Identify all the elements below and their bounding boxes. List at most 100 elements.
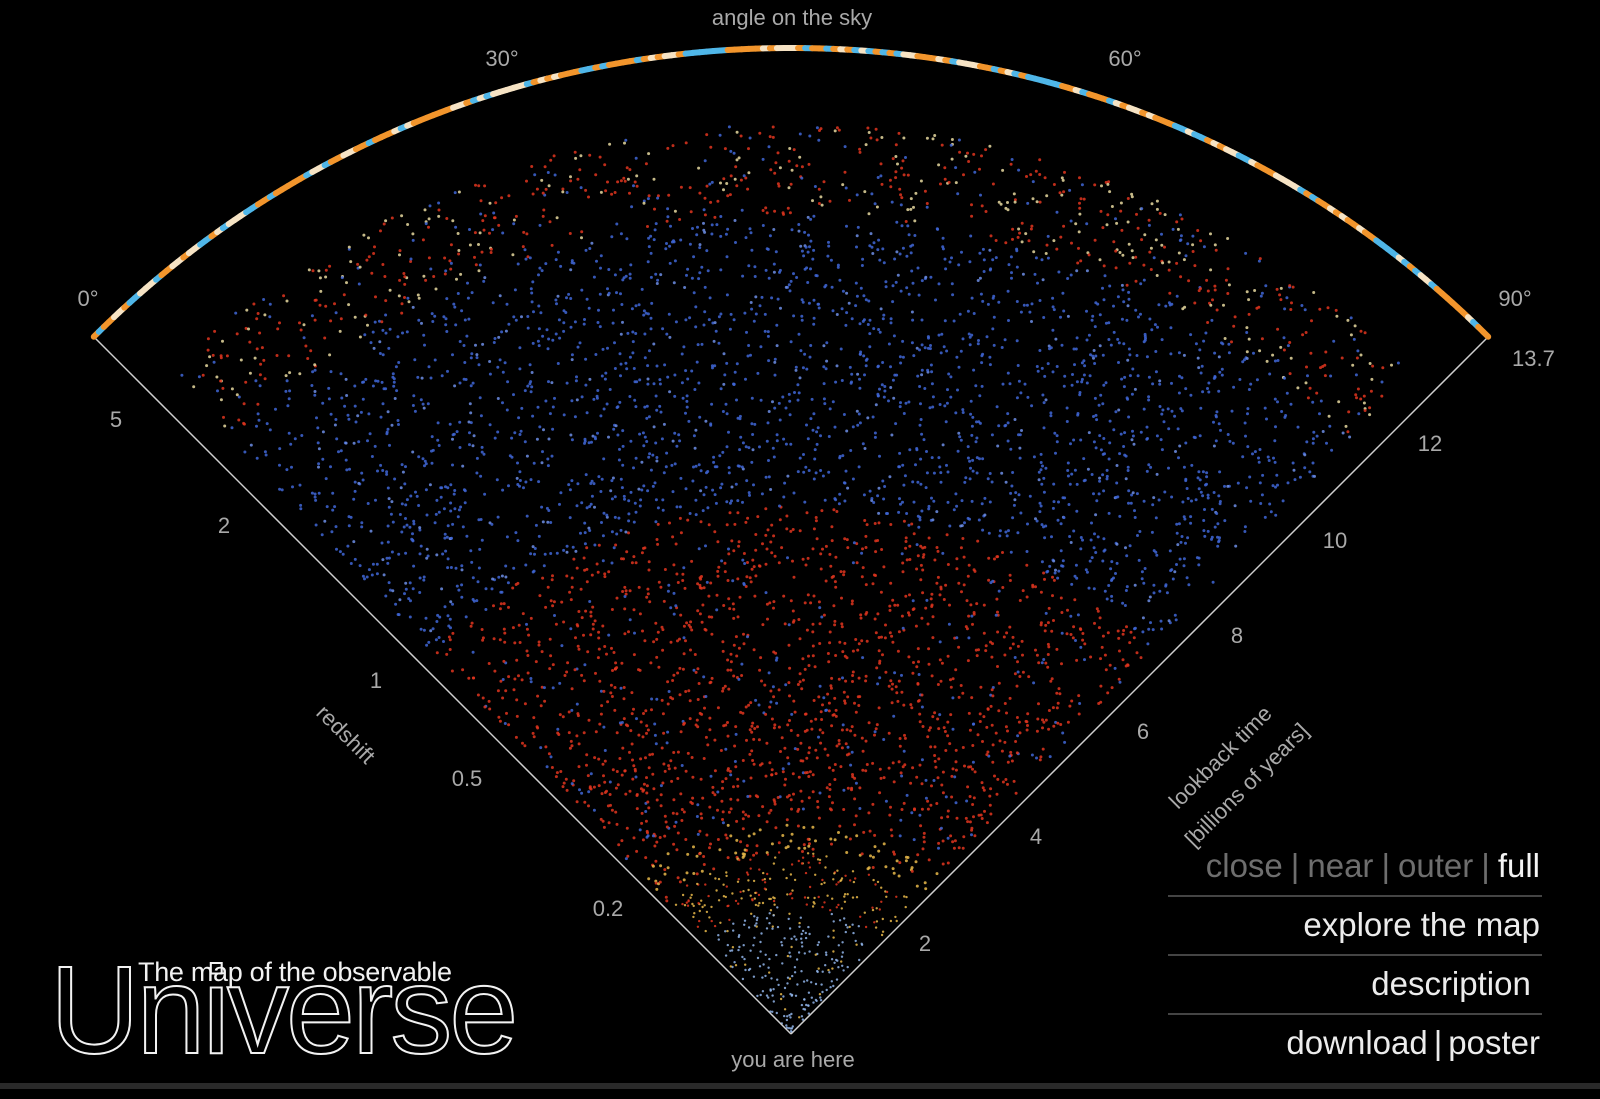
galaxy-point: [843, 701, 847, 705]
galaxy-point: [766, 247, 770, 251]
galaxy-point: [467, 317, 471, 321]
galaxy-point: [741, 441, 745, 445]
galaxy-point: [696, 343, 700, 347]
galaxy-point: [772, 600, 776, 604]
galaxy-point: [861, 547, 864, 551]
galaxy-point: [638, 432, 642, 436]
galaxy-point: [437, 510, 441, 514]
galaxy-point: [827, 935, 830, 938]
galaxy-point: [569, 175, 572, 179]
galaxy-point: [1035, 365, 1039, 368]
galaxy-point: [813, 457, 817, 461]
galaxy-point: [726, 767, 730, 771]
galaxy-point: [592, 397, 596, 401]
galaxy-point: [1062, 516, 1066, 520]
galaxy-point: [961, 691, 965, 695]
galaxy-point: [756, 916, 759, 919]
galaxy-point: [754, 698, 758, 702]
galaxy-point: [264, 453, 268, 457]
galaxy-point: [768, 912, 771, 915]
galaxy-point: [864, 546, 868, 549]
galaxy-point: [1117, 408, 1121, 412]
galaxy-point: [804, 931, 807, 935]
galaxy-point: [725, 293, 729, 297]
galaxy-point: [599, 689, 603, 693]
galaxy-point: [1140, 238, 1144, 242]
galaxy-point: [996, 444, 1000, 448]
galaxy-point: [1105, 223, 1109, 227]
galaxy-point: [878, 791, 882, 795]
galaxy-point: [761, 901, 765, 905]
galaxy-point: [771, 685, 775, 689]
galaxy-point: [996, 610, 999, 614]
galaxy-point: [529, 616, 533, 620]
galaxy-point: [710, 676, 714, 680]
galaxy-point: [221, 386, 225, 390]
galaxy-point: [1306, 374, 1309, 378]
galaxy-point: [840, 625, 844, 629]
galaxy-point: [525, 179, 528, 183]
galaxy-point: [491, 228, 495, 232]
galaxy-point: [936, 683, 940, 686]
galaxy-point: [873, 435, 877, 439]
galaxy-point: [317, 491, 321, 495]
galaxy-point: [760, 679, 763, 683]
galaxy-point: [375, 572, 379, 576]
galaxy-point: [608, 142, 612, 146]
galaxy-point: [937, 757, 941, 761]
galaxy-point: [777, 184, 781, 188]
galaxy-point: [734, 899, 738, 903]
galaxy-point: [457, 252, 461, 256]
galaxy-point: [642, 199, 646, 203]
galaxy-point: [699, 489, 703, 493]
galaxy-point: [711, 488, 715, 492]
galaxy-point: [1051, 328, 1055, 332]
galaxy-point: [850, 599, 854, 603]
galaxy-point: [436, 613, 440, 617]
galaxy-point: [696, 582, 700, 586]
galaxy-point: [904, 859, 908, 863]
galaxy-point: [1011, 642, 1015, 646]
galaxy-point: [814, 516, 818, 519]
galaxy-point: [682, 878, 686, 882]
galaxy-point: [913, 219, 917, 223]
galaxy-point: [640, 287, 644, 291]
galaxy-point: [1049, 411, 1053, 415]
galaxy-point: [983, 496, 987, 500]
galaxy-point: [930, 370, 934, 374]
galaxy-point: [554, 332, 558, 336]
galaxy-point: [798, 376, 802, 380]
galaxy-point: [982, 270, 986, 273]
galaxy-point: [771, 125, 775, 129]
galaxy-point: [1151, 382, 1155, 386]
galaxy-point: [417, 318, 421, 322]
galaxy-point: [1044, 252, 1048, 255]
galaxy-point: [828, 407, 832, 411]
galaxy-point: [678, 218, 682, 221]
galaxy-point: [860, 264, 864, 267]
galaxy-point: [719, 268, 723, 272]
galaxy-point: [1096, 609, 1100, 613]
galaxy-point: [951, 840, 955, 844]
galaxy-point: [661, 648, 665, 652]
galaxy-point: [880, 136, 884, 139]
galaxy-point: [923, 387, 927, 390]
galaxy-point: [481, 342, 485, 346]
galaxy-point: [920, 807, 924, 811]
galaxy-point: [874, 539, 878, 543]
galaxy-point: [600, 477, 604, 481]
galaxy-point: [676, 831, 680, 835]
galaxy-point: [796, 824, 800, 828]
galaxy-point: [644, 819, 648, 823]
galaxy-point: [1006, 289, 1010, 293]
galaxy-point: [943, 319, 947, 323]
galaxy-point: [393, 397, 397, 400]
galaxy-point: [1001, 168, 1005, 172]
galaxy-point: [628, 272, 632, 276]
galaxy-point: [570, 358, 574, 362]
galaxy-point: [985, 335, 989, 339]
galaxy-point: [750, 248, 754, 252]
galaxy-point: [1282, 348, 1286, 352]
galaxy-point: [789, 1016, 792, 1019]
